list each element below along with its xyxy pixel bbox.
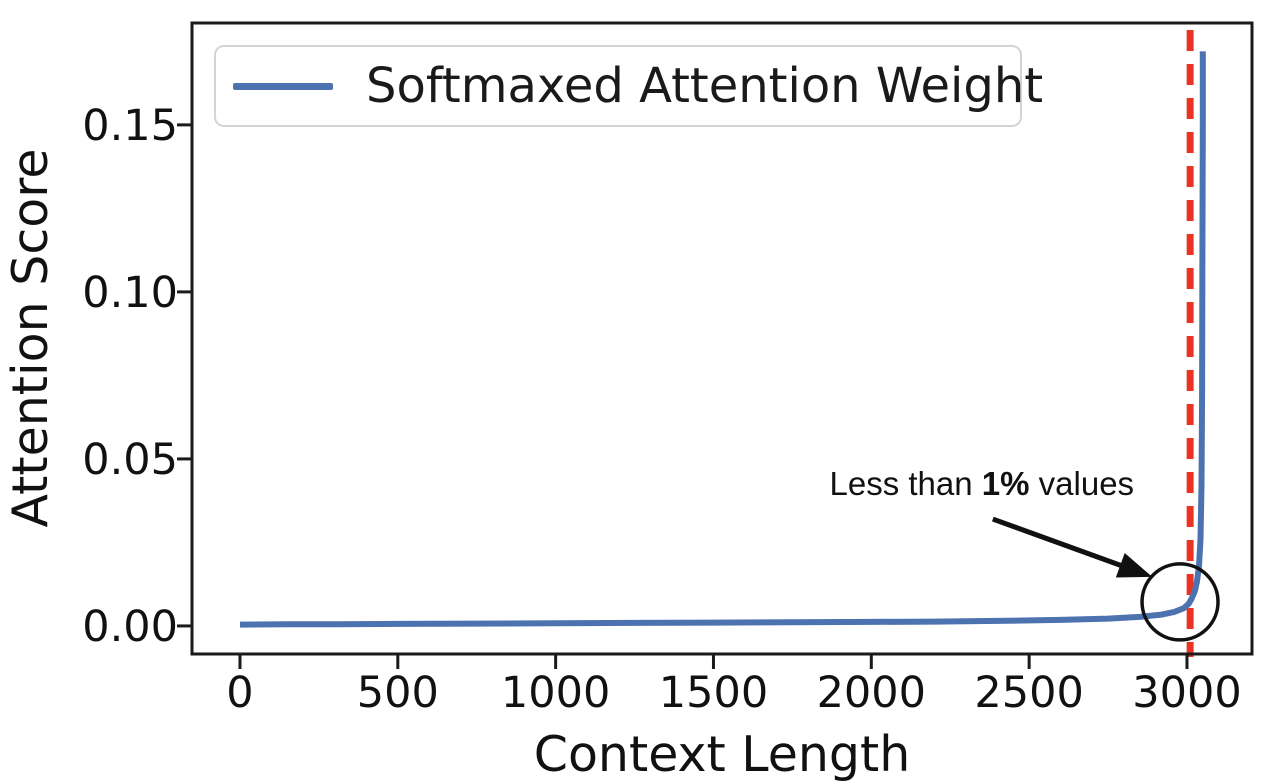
legend: Softmaxed Attention Weight — [214, 45, 1043, 127]
annotation-text: Less than 1% values — [830, 465, 1135, 503]
axes-spines — [190, 21, 1254, 656]
highlight-circle — [1140, 562, 1220, 642]
annotation-arrow-head — [1115, 553, 1153, 578]
y-axis-label: Attention Score — [2, 148, 59, 528]
x-tick-label: 500 — [357, 668, 439, 718]
annotation-text-bold: 1% — [981, 464, 1030, 502]
x-tick-label: 1500 — [659, 668, 768, 718]
x-tick-label: 0 — [226, 668, 253, 718]
legend-label: Softmaxed Attention Weight — [366, 58, 1044, 114]
annotation-text-prefix: Less than — [829, 464, 982, 502]
y-tick-label: 0.10 — [82, 268, 178, 318]
x-tick-label: 1000 — [501, 668, 610, 718]
x-tick-label: 2000 — [817, 668, 926, 718]
x-axis-label: Context Length — [533, 726, 911, 783]
annotation-arrow-shaft — [991, 516, 1134, 573]
y-tick-label: 0.00 — [82, 602, 178, 652]
y-tick-label: 0.05 — [82, 435, 178, 485]
annotation-text-suffix: values — [1029, 464, 1135, 502]
x-tick-label: 2500 — [974, 668, 1083, 718]
series-line — [239, 51, 1206, 628]
y-tick-label: 0.15 — [82, 101, 178, 151]
x-tick-label: 3000 — [1132, 668, 1241, 718]
legend-line-sample — [233, 82, 333, 90]
